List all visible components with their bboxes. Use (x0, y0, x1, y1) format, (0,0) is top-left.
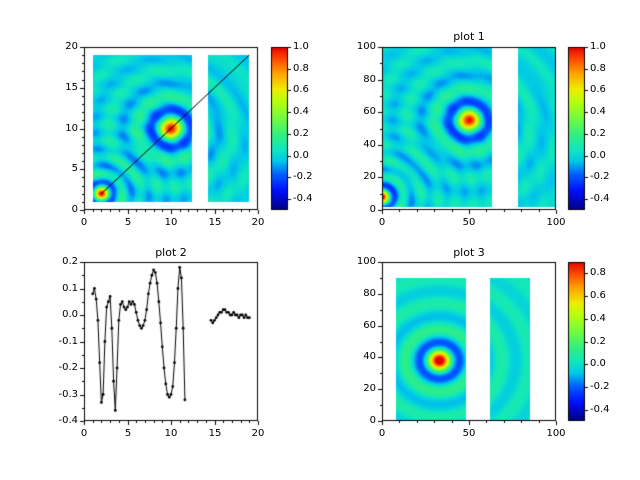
colorbar-tick-label: 0.6 (590, 290, 606, 301)
x-tick-label: 20 (251, 428, 265, 439)
x-tick-label: 5 (124, 428, 132, 439)
y-tick-label: 80 (363, 74, 376, 85)
colorbar-tick-label: 0.2 (590, 128, 606, 139)
heatmap-canvas-br (374, 254, 564, 429)
y-tick-label: 0 (369, 415, 376, 426)
colorbar-tick-label: 1.0 (590, 41, 606, 52)
colorbar-tick-label: 0.4 (293, 106, 309, 117)
colorbar-tick-label: 0.4 (590, 313, 606, 324)
x-tick-label: 5 (124, 217, 132, 228)
y-tick-label: 0 (369, 204, 376, 215)
colorbar-tick-label: -0.2 (590, 171, 610, 182)
x-tick-label: 20 (251, 217, 265, 228)
colorbar-tick-label: 1.0 (293, 41, 309, 52)
colorbar-tick-label: -0.4 (590, 404, 610, 415)
colorbar-tick-label: -0.2 (590, 381, 610, 392)
colorbar-canvas-tr (560, 39, 593, 218)
y-tick-label: 20 (363, 171, 376, 182)
heatmap-canvas-tl (76, 39, 266, 218)
x-tick-label: 15 (208, 428, 222, 439)
y-tick-label: 5 (71, 163, 78, 174)
y-tick-label: 80 (363, 288, 376, 299)
colorbar-tick-label: 0.2 (293, 128, 309, 139)
heatmap-canvas-tr (374, 39, 564, 218)
y-tick-label: -0.1 (58, 336, 78, 347)
colorbar-tick-label: 0.4 (590, 106, 606, 117)
x-tick-label: 50 (462, 217, 476, 228)
colorbar-tick-label: 0.0 (590, 358, 606, 369)
y-tick-label: 40 (363, 351, 376, 362)
y-tick-label: 60 (363, 106, 376, 117)
line-canvas-bl (76, 254, 266, 429)
x-tick-label: 50 (462, 428, 476, 439)
y-tick-label: 20 (363, 383, 376, 394)
y-tick-label: 60 (363, 320, 376, 331)
x-tick-label: 10 (164, 428, 178, 439)
colorbar-tick-label: 0.0 (293, 150, 309, 161)
x-tick-label: 15 (208, 217, 222, 228)
x-tick-label: 10 (164, 217, 178, 228)
y-tick-label: 40 (363, 139, 376, 150)
colorbar-tick-label: 0.2 (590, 336, 606, 347)
x-tick-label: 0 (378, 217, 386, 228)
y-tick-label: -0.4 (58, 415, 78, 426)
colorbar-tick-label: 0.6 (590, 84, 606, 95)
colorbar-tick-label: 0.0 (590, 150, 606, 161)
x-tick-label: 0 (80, 428, 88, 439)
y-tick-label: 100 (356, 41, 376, 52)
y-tick-label: 0.2 (62, 256, 78, 267)
y-tick-label: 10 (65, 123, 78, 134)
y-tick-label: 100 (356, 256, 376, 267)
y-tick-label: -0.2 (58, 362, 78, 373)
colorbar-canvas-tl (263, 39, 296, 218)
y-tick-label: 20 (65, 41, 78, 52)
colorbar-tick-label: 0.8 (590, 267, 606, 278)
colorbar-tick-label: 0.6 (293, 84, 309, 95)
x-tick-label: 100 (546, 217, 566, 228)
colorbar-tick-label: 0.8 (590, 63, 606, 74)
x-tick-label: 0 (80, 217, 88, 228)
colorbar-tick-label: -0.2 (293, 171, 313, 182)
colorbar-canvas-br (560, 254, 593, 429)
colorbar-tick-label: -0.4 (590, 193, 610, 204)
x-tick-label: 100 (546, 428, 566, 439)
x-tick-label: 0 (378, 428, 386, 439)
colorbar-tick-label: -0.4 (293, 193, 313, 204)
colorbar-tick-label: 0.8 (293, 63, 309, 74)
y-tick-label: 15 (65, 82, 78, 93)
y-tick-label: -0.3 (58, 389, 78, 400)
y-tick-label: 0 (71, 204, 78, 215)
y-tick-label: 0.0 (62, 309, 78, 320)
y-tick-label: 0.1 (62, 283, 78, 294)
